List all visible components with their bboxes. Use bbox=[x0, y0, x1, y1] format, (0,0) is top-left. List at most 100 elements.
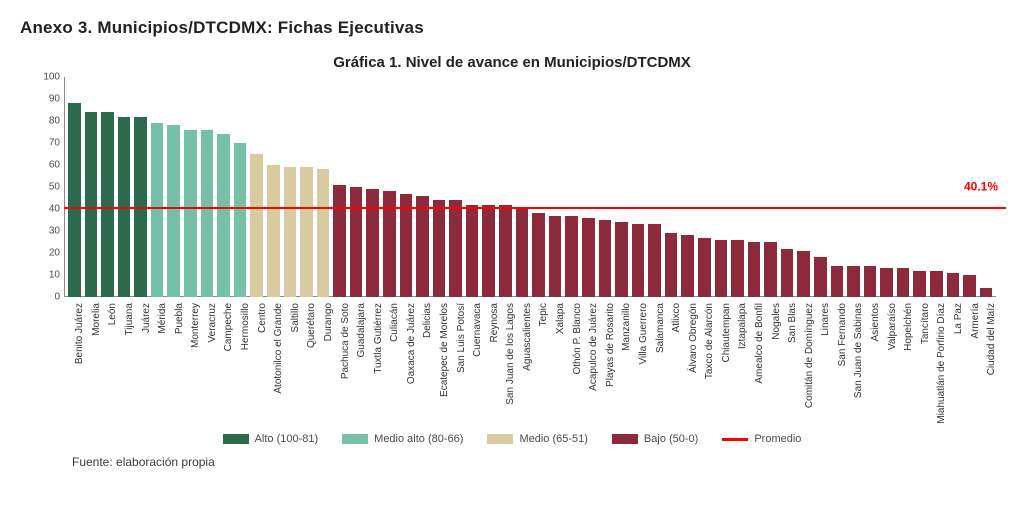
average-line bbox=[64, 207, 1006, 209]
legend-label: Medio (65-51) bbox=[519, 433, 587, 445]
y-tick-label: 10 bbox=[28, 270, 60, 281]
x-tick: San Luis Potosí bbox=[449, 297, 462, 427]
bar bbox=[698, 238, 711, 297]
bar bbox=[880, 268, 893, 297]
x-tick: León bbox=[101, 297, 114, 427]
bar bbox=[317, 169, 330, 297]
bar bbox=[947, 273, 960, 297]
x-tick: Chiautempan bbox=[715, 297, 728, 427]
x-tick: Veracruz bbox=[201, 297, 214, 427]
y-tick-label: 50 bbox=[28, 182, 60, 193]
x-tick: Asientos bbox=[864, 297, 877, 427]
x-tick: Tepic bbox=[532, 297, 545, 427]
x-tick: Villa Guerrero bbox=[632, 297, 645, 427]
x-tick: Reynosa bbox=[482, 297, 495, 427]
chart-title: Gráfica 1. Nivel de avance en Municipios… bbox=[18, 54, 1006, 71]
x-tick: La Paz bbox=[947, 297, 960, 427]
x-tick: Amealco de Bonfil bbox=[748, 297, 761, 427]
bar bbox=[400, 194, 413, 297]
bar bbox=[85, 112, 98, 297]
bar bbox=[582, 218, 595, 297]
x-tick: Pachuca de Soto bbox=[333, 297, 346, 427]
bar bbox=[217, 134, 230, 297]
bar bbox=[913, 271, 926, 297]
x-tick: Juárez bbox=[134, 297, 147, 427]
x-tick: Acapulco de Juárez bbox=[582, 297, 595, 427]
bar bbox=[764, 242, 777, 297]
y-tick-label: 60 bbox=[28, 160, 60, 171]
x-tick: Morelia bbox=[85, 297, 98, 427]
bar bbox=[516, 209, 529, 297]
x-tick: Centro bbox=[250, 297, 263, 427]
bar bbox=[466, 205, 479, 297]
x-tick: Ecatepec de Morelos bbox=[433, 297, 446, 427]
x-tick: Othón P. Blanco bbox=[565, 297, 578, 427]
bar bbox=[201, 130, 214, 297]
average-label: 40.1% bbox=[964, 179, 998, 193]
legend-box-swatch bbox=[612, 434, 638, 444]
bar bbox=[350, 187, 363, 297]
x-tick: Puebla bbox=[167, 297, 180, 427]
x-tick: Cuernavaca bbox=[466, 297, 479, 427]
x-tick: Salamanca bbox=[648, 297, 661, 427]
x-tick: Oaxaca de Juárez bbox=[400, 297, 413, 427]
x-tick: Hopelchén bbox=[897, 297, 910, 427]
y-tick-label: 20 bbox=[28, 248, 60, 259]
x-tick: Guadalajara bbox=[350, 297, 363, 427]
bar bbox=[963, 275, 976, 297]
bar bbox=[847, 266, 860, 297]
bar bbox=[731, 240, 744, 297]
y-axis: 0102030405060708090100 bbox=[28, 77, 60, 297]
bar bbox=[416, 196, 429, 297]
x-tick: Linares bbox=[814, 297, 827, 427]
bar bbox=[267, 165, 280, 297]
x-tick: San Juan de Sabinas bbox=[847, 297, 860, 427]
bar bbox=[615, 222, 628, 297]
y-tick-label: 100 bbox=[28, 72, 60, 83]
x-tick: Álvaro Obregón bbox=[681, 297, 694, 427]
x-tick: Iztapalapa bbox=[731, 297, 744, 427]
legend-label: Bajo (50-0) bbox=[644, 433, 698, 445]
x-tick: Benito Juárez bbox=[68, 297, 81, 427]
legend-label: Promedio bbox=[754, 433, 801, 445]
x-axis-labels: Benito JuárezMoreliaLeónTijuanaJuárezMér… bbox=[64, 297, 996, 427]
x-tick: Aguascalientes bbox=[516, 297, 529, 427]
legend-box-swatch bbox=[223, 434, 249, 444]
x-tick: Playas de Rosarito bbox=[599, 297, 612, 427]
legend-item: Alto (100-81) bbox=[223, 433, 319, 445]
legend-box-swatch bbox=[342, 434, 368, 444]
bar bbox=[151, 123, 164, 297]
legend-line-swatch bbox=[722, 438, 748, 441]
x-tick: Taxco de Alarcón bbox=[698, 297, 711, 427]
bar bbox=[234, 143, 247, 297]
bar bbox=[980, 288, 993, 297]
bar bbox=[632, 224, 645, 297]
x-tick: Comitán de Domínguez bbox=[797, 297, 810, 427]
bar bbox=[715, 240, 728, 297]
x-tick-label: Ciudad del Maíz bbox=[986, 303, 997, 375]
bar bbox=[449, 200, 462, 297]
x-tick: Xalapa bbox=[549, 297, 562, 427]
x-tick: Tancítaro bbox=[913, 297, 926, 427]
bar bbox=[284, 167, 297, 297]
bar bbox=[499, 205, 512, 297]
chart-plot-area: 0102030405060708090100 40.1% bbox=[64, 77, 996, 297]
bar bbox=[599, 220, 612, 297]
y-tick-label: 90 bbox=[28, 94, 60, 105]
bar bbox=[814, 257, 827, 297]
bar bbox=[549, 216, 562, 297]
bar bbox=[797, 251, 810, 297]
x-tick: Armería bbox=[963, 297, 976, 427]
y-tick-label: 30 bbox=[28, 226, 60, 237]
bar bbox=[648, 224, 661, 297]
x-tick: Miahuatlán de Porfirio Díaz bbox=[930, 297, 943, 427]
x-tick: Culiacán bbox=[383, 297, 396, 427]
legend-label: Medio alto (80-66) bbox=[374, 433, 463, 445]
x-tick: Durango bbox=[317, 297, 330, 427]
bar bbox=[167, 125, 180, 297]
x-tick: Valparaíso bbox=[880, 297, 893, 427]
bar bbox=[565, 216, 578, 297]
x-tick: Atlixco bbox=[665, 297, 678, 427]
y-tick-label: 80 bbox=[28, 116, 60, 127]
legend-item: Bajo (50-0) bbox=[612, 433, 698, 445]
